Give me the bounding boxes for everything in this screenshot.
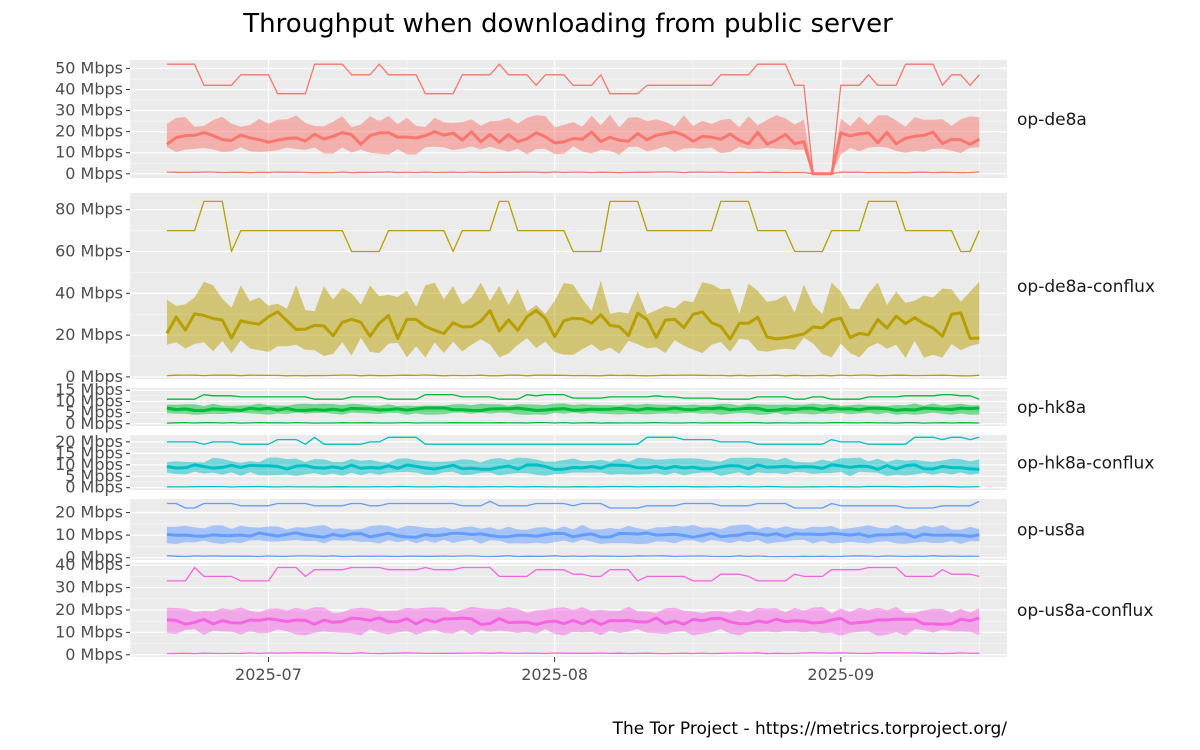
panel-label: op-de8a-conflux <box>1017 277 1155 297</box>
y-tick-label: 20 Mbps <box>55 432 123 451</box>
panel-op-us8a-conflux: 0 Mbps 10 Mbps 20 Mbps 30 Mbps 40 Mbps op-us8… <box>55 555 1153 664</box>
max-line <box>166 436 980 445</box>
max-line <box>166 566 980 582</box>
y-tick-label: 80 Mbps <box>55 200 123 219</box>
y-tick-label: 20 Mbps <box>55 325 123 344</box>
y-tick-label: 50 Mbps <box>55 58 123 77</box>
y-tick-label: 10 Mbps <box>55 455 123 474</box>
median-line <box>166 616 980 626</box>
chart-title: Throughput when downloading from public … <box>242 9 893 39</box>
y-tick-label: 20 Mbps <box>55 600 123 619</box>
y-tick-label: 20 Mbps <box>55 122 123 141</box>
y-tick-label: 10 Mbps <box>55 525 123 544</box>
min-line <box>166 374 980 377</box>
max-line <box>166 394 980 400</box>
x-axis: 2025-07 2025-08 2025-09 <box>235 657 874 684</box>
panel-label: op-hk8a-conflux <box>1017 454 1154 474</box>
interquartile-band <box>166 114 980 174</box>
y-tick-label: 5 Mbps <box>65 403 123 422</box>
median-line <box>166 406 980 413</box>
y-tick-label: 0 Mbps <box>65 645 123 664</box>
y-tick-label: 10 Mbps <box>55 622 123 641</box>
y-tick-label: 30 Mbps <box>55 578 123 597</box>
median-line <box>166 130 981 176</box>
x-tick-label: 2025-09 <box>807 665 874 684</box>
panel-label: op-de8a <box>1017 110 1087 130</box>
panel-label: op-us8a <box>1017 521 1085 541</box>
y-tick-label: 5 Mbps <box>65 466 123 485</box>
y-tick-label: 0 Mbps <box>65 414 123 433</box>
median-line <box>165 309 980 341</box>
y-tick-label: 15 Mbps <box>55 380 123 399</box>
x-tick-label: 2025-08 <box>521 665 588 684</box>
y-tick-label: 20 Mbps <box>55 503 123 522</box>
max-line <box>166 63 980 175</box>
interquartile-band <box>166 524 980 545</box>
y-tick-label: 40 Mbps <box>55 555 123 574</box>
min-line <box>166 555 980 558</box>
median-line <box>166 531 980 539</box>
y-tick-label: 60 Mbps <box>55 242 123 261</box>
panel-label: op-us8a-conflux <box>1017 601 1153 621</box>
y-tick-label: 15 Mbps <box>55 443 123 462</box>
y-tick-label: 0 Mbps <box>65 367 123 386</box>
y-tick-label: 10 Mbps <box>55 391 123 410</box>
panel-op-de8a: 0 Mbps 10 Mbps 20 Mbps 30 Mbps 40 Mbps 50 Mbp… <box>55 58 1087 182</box>
chart-panels: 0 Mbps 10 Mbps 20 Mbps 30 Mbps 40 Mbps 50 Mbp… <box>55 58 1155 663</box>
y-tick-label: 30 Mbps <box>55 101 123 120</box>
y-tick-label: 40 Mbps <box>55 80 123 99</box>
max-line <box>166 500 980 509</box>
chart-caption: The Tor Project - https://metrics.torpro… <box>612 719 1008 739</box>
max-line <box>166 200 980 253</box>
median-line <box>166 463 980 471</box>
panel-op-de8a-conflux: 0 Mbps 20 Mbps 40 Mbps 60 Mbps 80 Mbps op-de8… <box>55 193 1155 386</box>
min-line <box>166 171 980 175</box>
x-tick-label: 2025-07 <box>235 665 302 684</box>
panel-op-us8a: 0 Mbps 10 Mbps 20 Mbps op-us8a <box>55 499 1085 567</box>
min-line <box>166 421 980 424</box>
y-tick-label: 0 Mbps <box>65 548 123 567</box>
min-line <box>166 652 980 655</box>
min-line <box>166 485 980 488</box>
y-tick-label: 0 Mbps <box>65 478 123 497</box>
y-tick-label: 40 Mbps <box>55 283 123 302</box>
panel-label: op-hk8a <box>1017 398 1086 418</box>
y-tick-label: 0 Mbps <box>65 164 123 183</box>
y-tick-label: 10 Mbps <box>55 143 123 162</box>
